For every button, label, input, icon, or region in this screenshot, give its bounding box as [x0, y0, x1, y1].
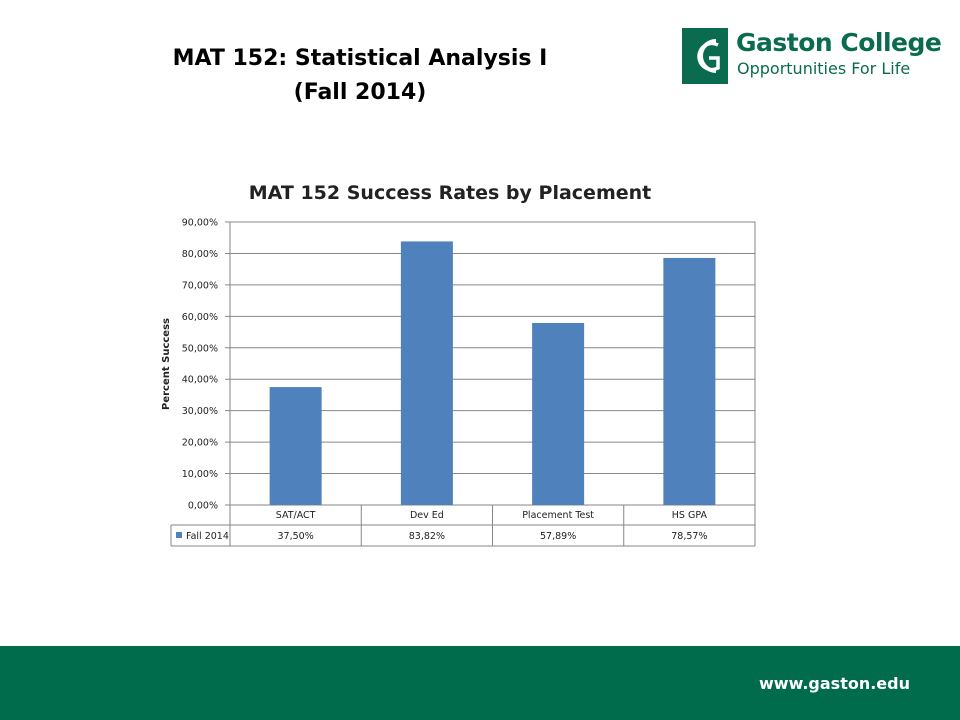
category-label: HS GPA — [672, 510, 708, 521]
y-tick-label: 60,00% — [182, 312, 218, 323]
logo-tagline: Opportunities For Life — [737, 59, 911, 78]
data-table-value: 57,89% — [540, 531, 576, 542]
category-label: Dev Ed — [410, 510, 444, 521]
y-tick-label: 20,00% — [182, 438, 218, 449]
bar-placement-test — [532, 322, 585, 505]
y-tick-label: 30,00% — [182, 406, 218, 417]
bar-layer — [269, 241, 716, 505]
slide-title: MAT 152: Statistical Analysis I (Fall 20… — [120, 42, 600, 110]
chart-title: MAT 152 Success Rates by Placement — [249, 182, 652, 204]
y-tick-label: 80,00% — [182, 249, 218, 260]
footer-url: www.gaston.edu — [759, 674, 910, 693]
legend-swatch — [176, 532, 182, 538]
data-table-value: 83,82% — [409, 531, 445, 542]
data-table-value: 78,57% — [671, 531, 707, 542]
y-tick-layer: 0,00% 10,00% 20,00% 30,00% 40,00% 50,00% 60,00… — [182, 218, 218, 512]
slide-title-line2: (Fall 2014) — [293, 80, 427, 105]
legend-series-name: Fall 2014 — [186, 531, 229, 542]
bar-dev-ed — [400, 241, 453, 505]
slide-title-line1: MAT 152: Statistical Analysis I — [172, 46, 548, 71]
logo-name: Gaston College — [736, 28, 942, 57]
gaston-college-logo: Gaston College Opportunities For Life — [682, 28, 942, 86]
category-label: Placement Test — [522, 510, 594, 521]
y-tick-label: 10,00% — [182, 469, 218, 480]
data-table: SAT/ACT 37,50% Dev Ed 83,82% Placement Test 5… — [170, 505, 756, 547]
y-tick-label: 90,00% — [182, 218, 218, 229]
category-label: SAT/ACT — [276, 510, 316, 521]
data-table-value: 37,50% — [278, 531, 314, 542]
footer-bar: www.gaston.edu — [0, 646, 960, 720]
bar-hs-gpa — [663, 257, 716, 505]
bar-sat-act — [269, 387, 322, 505]
y-tick-label: 40,00% — [182, 375, 218, 386]
success-rate-chart: MAT 152 Success Rates by Placement Perce… — [161, 182, 756, 547]
y-tick-label: 50,00% — [182, 343, 218, 354]
y-tick-label: 0,00% — [188, 501, 218, 512]
gaston-college-logo-icon — [682, 28, 728, 84]
y-tick-label: 70,00% — [182, 280, 218, 291]
y-axis-label: Percent Success — [161, 318, 172, 410]
